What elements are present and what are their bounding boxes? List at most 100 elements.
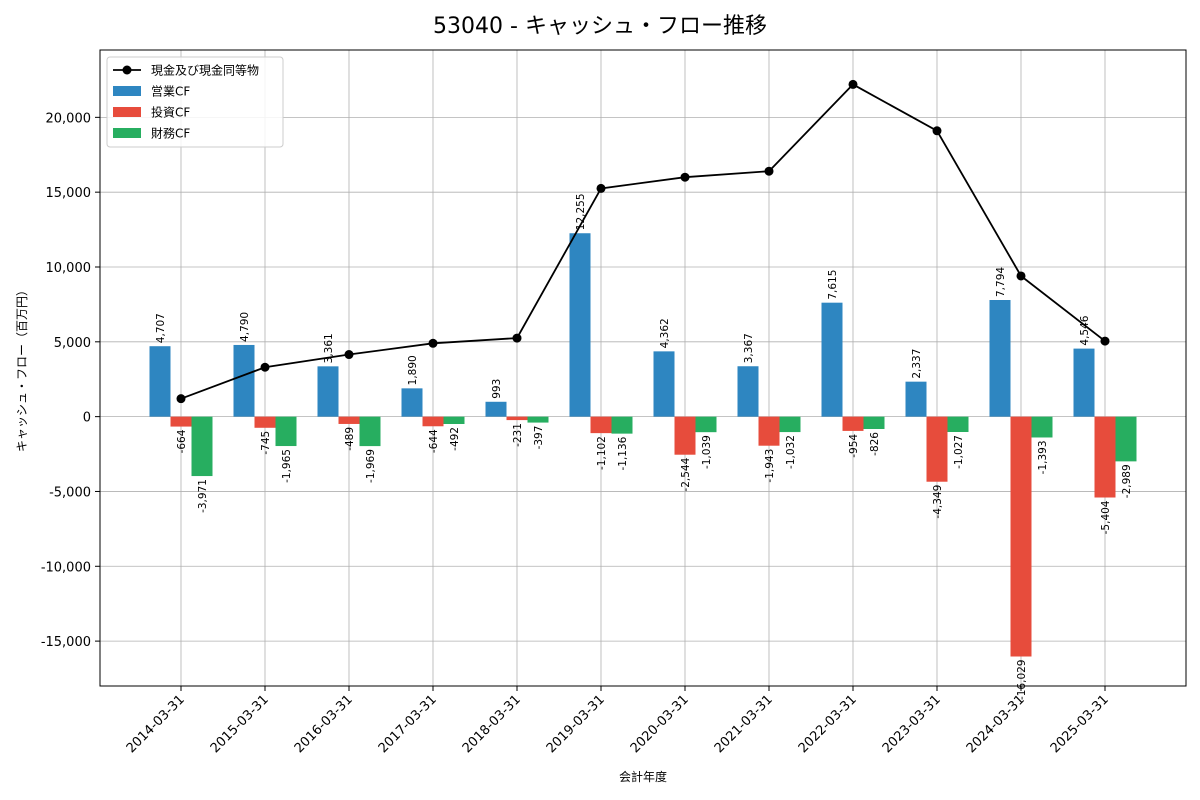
- bar: [611, 416, 633, 434]
- bar: [1115, 416, 1137, 462]
- data-label: 12,255: [575, 193, 587, 230]
- y-tick-label: 20,000: [46, 111, 92, 126]
- data-label: -1,102: [596, 436, 608, 470]
- line-point: [512, 333, 522, 343]
- x-tick-label: 2019-03-31: [544, 692, 608, 756]
- plot-frame: [99, 49, 1187, 687]
- legend-label: 現金及び現金同等物: [151, 63, 259, 78]
- x-tick-label: 2014-03-31: [124, 692, 188, 756]
- bar: [233, 344, 255, 417]
- legend-box: [106, 56, 284, 148]
- legend-label: 投資CF: [151, 105, 190, 120]
- data-label: 4,546: [1079, 315, 1091, 345]
- data-label: -489: [344, 427, 356, 451]
- data-label: -644: [428, 429, 440, 453]
- legend-marker: [122, 65, 132, 75]
- bar: [506, 416, 528, 421]
- x-tick-label: 2022-03-31: [796, 692, 860, 756]
- data-label: -826: [869, 432, 881, 456]
- bar: [779, 416, 801, 433]
- bar: [401, 388, 423, 417]
- data-label: -1,039: [701, 435, 713, 469]
- bar: [275, 416, 297, 447]
- x-axis-ticks: 2014-03-31 2015-03-31 2016-03-31 2017-03-31…: [124, 686, 1112, 756]
- data-label: -1,136: [617, 436, 629, 470]
- data-label: -745: [260, 431, 272, 455]
- data-label: -492: [449, 427, 461, 451]
- data-label: -397: [533, 426, 545, 450]
- x-tick-label: 2018-03-31: [460, 692, 524, 756]
- line-point: [1100, 336, 1110, 346]
- bar: [653, 351, 675, 417]
- data-label: -1,393: [1037, 440, 1049, 474]
- data-label: 993: [491, 379, 503, 399]
- data-label: 3,361: [323, 333, 335, 363]
- line-point: [680, 172, 690, 182]
- data-label: 3,367: [743, 333, 755, 363]
- x-tick-label: 2021-03-31: [712, 692, 776, 756]
- y-tick-label: -5,000: [49, 485, 91, 500]
- bar: [590, 416, 612, 434]
- y-axis-ticks: -15,000 -10,000 -5,000 0 5,000 10,000 15,000 20…: [41, 111, 100, 650]
- data-label: 4,790: [239, 312, 251, 342]
- bar: [527, 416, 549, 423]
- y-tick-label: 15,000: [46, 186, 92, 201]
- line-point: [260, 362, 270, 372]
- data-label: 4,362: [659, 318, 671, 348]
- bar-series: [149, 233, 1137, 657]
- bar: [170, 416, 192, 427]
- data-label: -231: [512, 423, 524, 447]
- bar: [443, 416, 465, 424]
- x-tick-label: 2025-03-31: [1048, 692, 1112, 756]
- bar: [338, 416, 360, 424]
- x-tick-label: 2024-03-31: [964, 692, 1028, 756]
- chart-title: 53040 - キャッシュ・フロー推移: [433, 14, 767, 39]
- legend-label: 営業CF: [151, 85, 190, 99]
- bar: [863, 416, 885, 429]
- legend-bar-swatch: [113, 86, 141, 96]
- x-axis-label: 会計年度: [619, 769, 667, 784]
- data-label: 7,615: [827, 270, 839, 300]
- y-tick-label: 10,000: [46, 261, 92, 276]
- bar: [422, 416, 444, 427]
- line-point: [932, 126, 942, 136]
- data-label: -3,971: [197, 479, 209, 513]
- legend-label: 財務CF: [151, 126, 190, 141]
- data-label: -1,969: [365, 449, 377, 483]
- bar: [1031, 416, 1053, 438]
- y-tick-label: 5,000: [54, 336, 91, 351]
- data-label: -664: [176, 429, 188, 453]
- line-point: [596, 183, 606, 193]
- data-label: -4,349: [932, 485, 944, 519]
- data-label: 2,337: [911, 349, 923, 379]
- x-tick-label: 2015-03-31: [208, 692, 272, 756]
- data-label: 1,890: [407, 355, 419, 385]
- bar: [149, 346, 171, 417]
- y-tick-label: -15,000: [41, 635, 91, 650]
- bar: [191, 416, 213, 477]
- bar: [674, 416, 696, 455]
- x-tick-label: 2016-03-31: [292, 692, 356, 756]
- bar: [1010, 416, 1032, 657]
- legend-bar-swatch: [113, 128, 141, 138]
- bar: [254, 416, 276, 428]
- bar: [758, 416, 780, 446]
- cash-line-series: [176, 79, 1110, 404]
- data-labels: 4,707 4,790 3,361 1,890 993 12,255 4,362 3,367 7…: [155, 193, 1133, 700]
- bar: [317, 366, 339, 417]
- grid-lines: [100, 50, 1186, 686]
- data-label: -1,943: [764, 449, 776, 483]
- bar: [485, 401, 507, 417]
- bar: [737, 366, 759, 417]
- data-label: -5,404: [1100, 500, 1112, 534]
- bar: [695, 416, 717, 433]
- bar: [905, 381, 927, 417]
- data-label: 4,707: [155, 313, 167, 343]
- data-label: -2,544: [680, 457, 692, 491]
- bar: [821, 302, 843, 417]
- data-label: -16,029: [1016, 660, 1028, 701]
- data-label: -954: [848, 434, 860, 458]
- bar: [989, 300, 1011, 417]
- y-tick-label: 0: [83, 411, 91, 426]
